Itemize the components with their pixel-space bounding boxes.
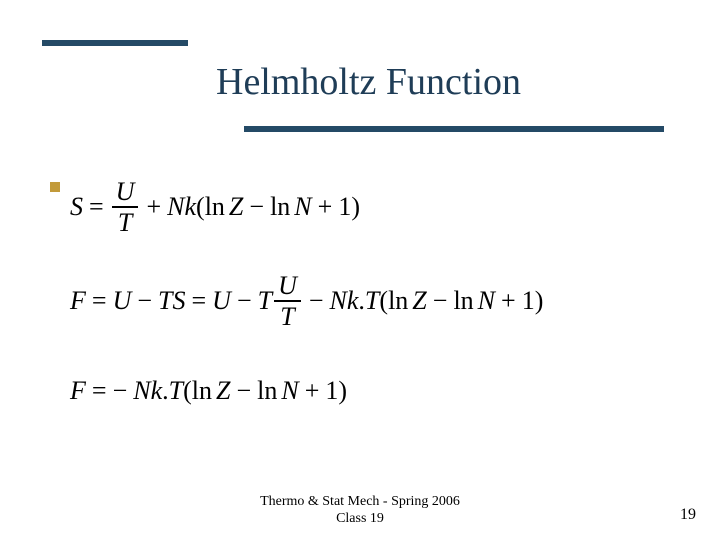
equation-3: F = − Nk . T ( ln Z − ln N + 1 )	[70, 376, 347, 406]
eq2-frac-den: T	[276, 302, 298, 330]
open-paren: (	[379, 286, 388, 316]
eq1-coef: Nk	[167, 192, 196, 222]
eq2-N: N	[474, 286, 495, 316]
eq3-coef: Nk	[133, 376, 162, 406]
plus-sign-2: +	[312, 192, 339, 222]
minus-sign: −	[230, 376, 257, 406]
eq2-U2: U	[212, 286, 231, 316]
equals-sign: =	[86, 286, 113, 316]
top-rule-short	[42, 40, 188, 46]
eq1-lhs: S	[70, 192, 83, 222]
plus-sign: +	[140, 192, 167, 222]
plus-sign: +	[495, 286, 522, 316]
equals-sign: =	[86, 376, 113, 406]
ln-2: ln	[453, 286, 473, 316]
minus-sign: −	[243, 192, 270, 222]
open-paren: (	[183, 376, 192, 406]
close-paren: )	[338, 376, 347, 406]
ln-1: ln	[192, 376, 212, 406]
title-underline-rule	[244, 126, 664, 132]
eq2-Z: Z	[408, 286, 426, 316]
eq1-Z: Z	[225, 192, 243, 222]
eq2-coef: Nk	[330, 286, 359, 316]
ln-2: ln	[257, 376, 277, 406]
minus-sign: −	[427, 286, 454, 316]
close-paren: )	[351, 192, 360, 222]
minus-sign: −	[303, 286, 330, 316]
eq2-lhs: F	[70, 286, 86, 316]
neg-sign: −	[113, 376, 134, 406]
eq2-U1: U	[113, 286, 132, 316]
ln-1: ln	[388, 286, 408, 316]
equals-sign: =	[83, 192, 110, 222]
ln-2: ln	[270, 192, 290, 222]
equation-2: F = U − TS = U − T U T − Nk . T ( ln Z −…	[70, 272, 543, 330]
open-paren: (	[196, 192, 205, 222]
eq1-frac-den: T	[114, 208, 136, 236]
eq2-Tsym: T	[365, 286, 379, 316]
eq1-fraction: U T	[112, 178, 139, 236]
eq2-fraction: U T	[274, 272, 301, 330]
plus-sign: +	[299, 376, 326, 406]
eq2-TS: TS	[158, 286, 185, 316]
equals-sign: =	[185, 286, 212, 316]
eq3-lhs: F	[70, 376, 86, 406]
eq2-T: T	[258, 286, 272, 316]
equation-1: S = U T + Nk ( ln Z − ln N + 1 )	[70, 178, 360, 236]
slide-title: Helmholtz Function	[216, 60, 521, 104]
eq1-N: N	[290, 192, 311, 222]
eq3-Tsym: T	[169, 376, 183, 406]
page-number: 19	[680, 506, 696, 524]
footer-line-1: Thermo & Stat Mech - Spring 2006	[0, 494, 720, 511]
eq3-N: N	[277, 376, 298, 406]
eq3-Z: Z	[212, 376, 230, 406]
eq2-frac-num: U	[274, 272, 301, 300]
eq2-one: 1	[522, 286, 535, 316]
ln-1: ln	[205, 192, 225, 222]
close-paren: )	[535, 286, 544, 316]
eq1-one: 1	[338, 192, 351, 222]
slide-footer: Thermo & Stat Mech - Spring 2006 Class 1…	[0, 494, 720, 528]
minus-sign: −	[131, 286, 158, 316]
eq1-frac-num: U	[112, 178, 139, 206]
bullet-square	[50, 182, 60, 192]
footer-line-2: Class 19	[0, 511, 720, 528]
minus-sign: −	[231, 286, 258, 316]
eq3-one: 1	[325, 376, 338, 406]
